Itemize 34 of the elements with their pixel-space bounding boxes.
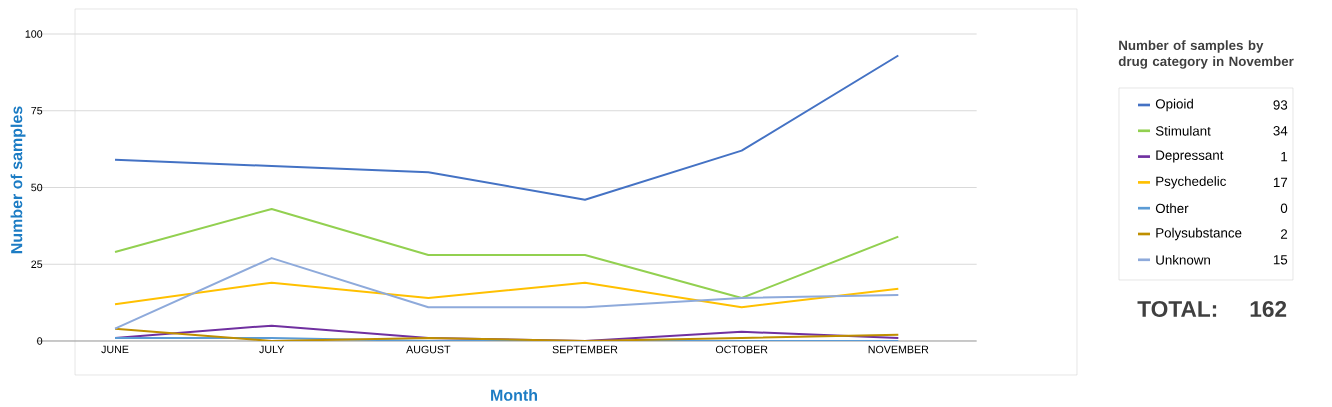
legend-title: Number of samples by drug category in November — [1118, 40, 1294, 69]
line-series — [114, 207, 900, 300]
x-tick-label: SEPTEMBER — [552, 345, 618, 354]
y-tick-label: 75 — [31, 107, 43, 115]
text: 34 — [1273, 126, 1288, 136]
line-series — [114, 54, 900, 201]
x-axis-title: Month — [491, 389, 538, 401]
x-tick-label: AUGUST — [406, 345, 451, 354]
legend-label: Psychedelic — [1156, 176, 1227, 189]
text: 0 — [1280, 203, 1288, 213]
legend-label: Depressant — [1156, 150, 1224, 163]
text: 93 — [1273, 100, 1288, 110]
y-tick-label: 25 — [31, 260, 43, 269]
legend-label: Other — [1155, 203, 1189, 214]
y-tick-label: 50 — [31, 183, 43, 192]
x-tick-label: JUNE — [101, 345, 129, 354]
text: 15 — [1273, 255, 1288, 265]
legend-label: Unknown — [1156, 254, 1210, 265]
text: 2 — [1280, 229, 1288, 239]
x-tick-label: OCTOBER — [715, 345, 768, 354]
text: 17 — [1273, 177, 1288, 187]
line-series — [114, 281, 900, 309]
legend-label: Stimulant — [1155, 125, 1211, 136]
x-tick-label: JULY — [259, 345, 285, 354]
line-series — [114, 257, 900, 330]
y-tick-label: 100 — [25, 30, 43, 38]
x-tick-label: NOVEMBER — [868, 345, 929, 354]
legend-label: Opioid — [1155, 98, 1193, 112]
legend-label: Polysubstance — [1156, 227, 1242, 241]
text: 1 — [1281, 152, 1288, 162]
text: TOTAL: — [1137, 300, 1217, 318]
y-tick-label: 0 — [37, 337, 43, 345]
text: 162 — [1250, 300, 1287, 318]
y-axis-title: Number of samples — [10, 106, 26, 254]
